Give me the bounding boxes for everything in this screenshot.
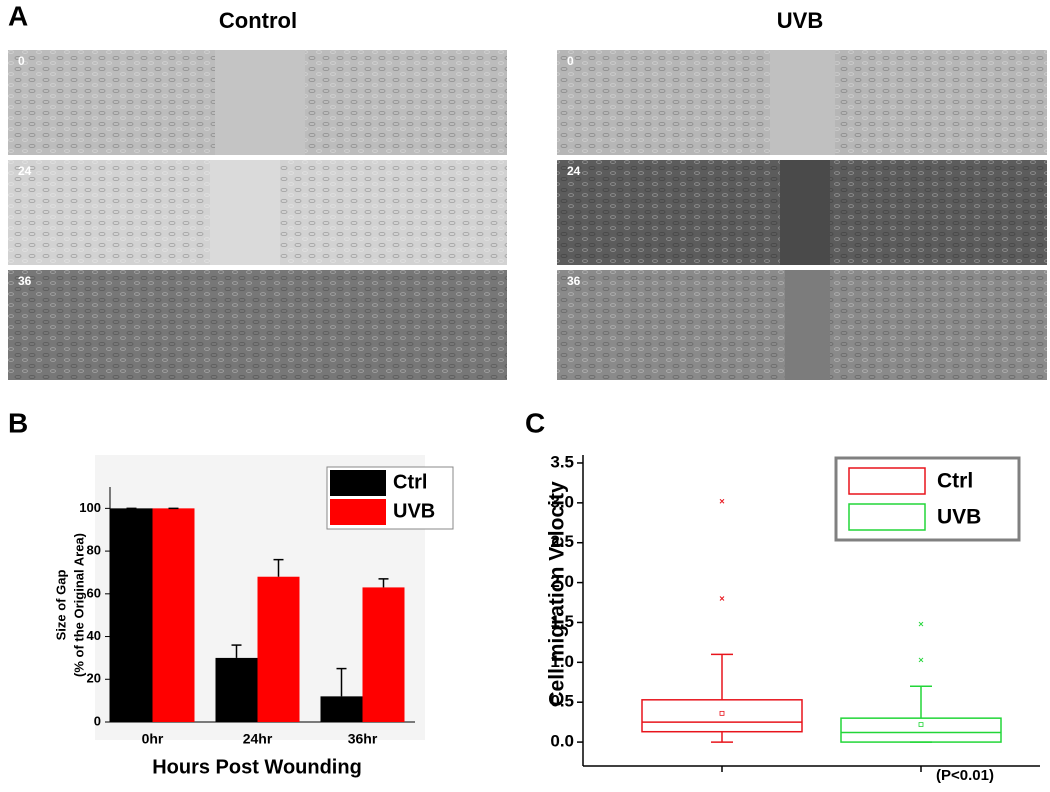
time-label: 24 — [18, 164, 32, 178]
y-tick-label: 60 — [87, 585, 101, 600]
mean — [918, 722, 924, 727]
y-tick-label: 20 — [87, 671, 101, 686]
bar — [257, 576, 300, 722]
panel-a: 0 24 36 0 24 36 — [8, 50, 1047, 380]
panel-label: A — [8, 0, 28, 31]
legend-swatch — [848, 503, 926, 531]
y-tick-label: 3.0 — [550, 492, 574, 511]
y-tick-label: 0.0 — [550, 732, 574, 751]
x-tick-label: 24hr — [243, 731, 273, 747]
y-axis-label: Cell migration Velocity — [546, 481, 569, 707]
time-label: 36 — [567, 274, 581, 288]
wound-gap — [770, 50, 835, 155]
y-tick-label: 0.5 — [550, 692, 574, 711]
outlier — [719, 498, 725, 504]
wound-gap — [215, 50, 305, 155]
outlier — [918, 657, 924, 663]
legend-swatch — [330, 499, 386, 525]
y-tick-label: 0 — [94, 713, 101, 728]
legend-label: UVB — [937, 506, 981, 529]
bar — [110, 508, 153, 722]
bar — [362, 587, 405, 722]
time-label: 24 — [567, 164, 581, 178]
wound-gap — [210, 160, 280, 265]
wound-gap — [780, 160, 830, 265]
box — [840, 717, 1002, 743]
y-tick-label: 40 — [87, 628, 101, 643]
y-tick-label: 100 — [79, 500, 101, 515]
legend-label: Ctrl — [937, 470, 973, 493]
panel-label: C — [525, 407, 545, 438]
column-title: UVB — [777, 8, 823, 33]
micrograph-texture — [8, 270, 507, 380]
y-axis-label: (% of the Original Area) — [71, 533, 86, 677]
bar — [152, 508, 195, 722]
outlier — [918, 621, 924, 627]
x-tick-label: 0hr — [142, 731, 164, 747]
y-axis-label: Size of Gap — [53, 570, 68, 641]
y-tick-label: 3.5 — [550, 452, 574, 471]
legend-swatch — [330, 470, 386, 496]
legend-label: UVB — [393, 500, 435, 522]
legend-label: Ctrl — [393, 471, 427, 493]
outlier — [719, 596, 725, 601]
x-tick-label: 36hr — [348, 731, 378, 747]
y-tick-label: 1.5 — [550, 612, 574, 631]
y-tick-label: 2.0 — [550, 572, 574, 591]
x-axis-label: Hours Post Wounding — [152, 756, 362, 778]
time-label: 0 — [18, 54, 25, 68]
time-label: 0 — [567, 54, 574, 68]
panel-label: B — [8, 407, 28, 438]
legend — [834, 456, 1021, 542]
bar — [215, 657, 258, 722]
wound-gap — [785, 270, 830, 380]
mean — [719, 710, 725, 716]
y-tick-label: 1.0 — [550, 652, 574, 671]
y-tick-label: 80 — [87, 543, 101, 558]
column-title: Control — [219, 8, 297, 33]
time-label: 36 — [18, 274, 32, 288]
bar — [320, 696, 363, 722]
annotation: (P<0.01) — [936, 767, 994, 784]
legend-swatch — [848, 467, 926, 495]
y-tick-label: 2.5 — [550, 532, 574, 551]
